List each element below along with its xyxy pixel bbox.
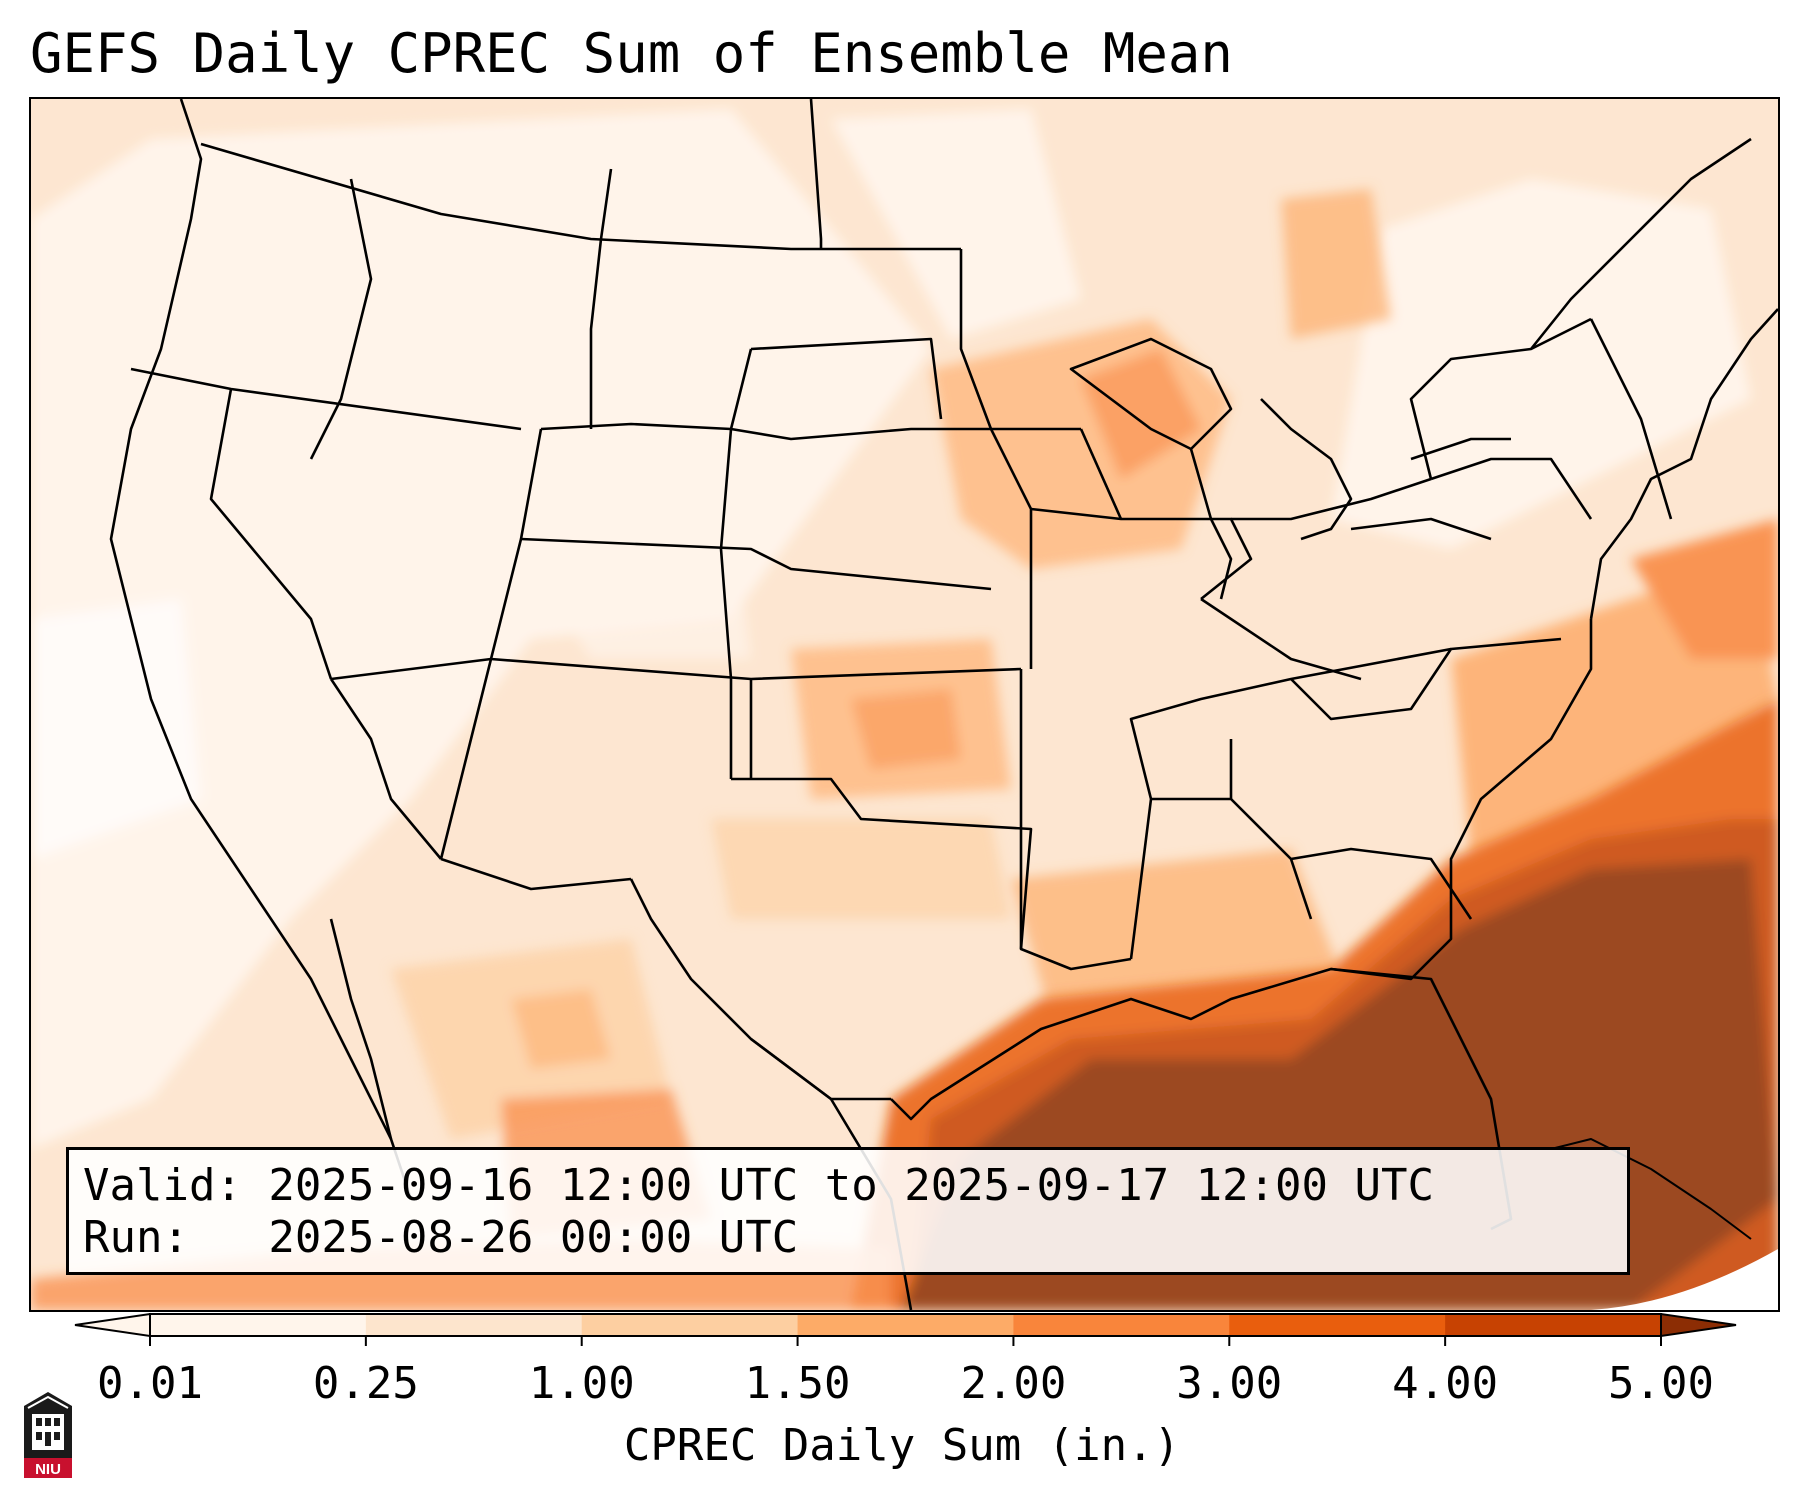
colorbar-segment	[1013, 1314, 1230, 1336]
colorbar-segment	[1229, 1314, 1446, 1336]
colorbar-tick-label: 0.25	[312, 1358, 419, 1409]
colorbar-segment	[1445, 1314, 1662, 1336]
state-borders	[109, 99, 1778, 1310]
colorbar-segment	[365, 1314, 583, 1336]
colorbar-tick-label: 0.01	[97, 1358, 203, 1409]
map-title: GEFS Daily CPREC Sum of Ensemble Mean	[30, 22, 1233, 85]
valid-time-line: Valid: 2025-09-16 12:00 UTC to 2025-09-1…	[83, 1160, 1435, 1211]
run-time-line: Run: 2025-08-26 00:00 UTC	[83, 1212, 799, 1263]
colorbar-tick-label: 5.00	[1608, 1358, 1714, 1409]
colorbar-extend-high	[1660, 1312, 1737, 1338]
colorbar-tick-label: 1.50	[744, 1358, 851, 1409]
colorbar-extend-low	[74, 1312, 151, 1338]
colorbar-tick-label: 4.00	[1392, 1358, 1499, 1409]
valid-run-info-box: Valid: 2025-09-16 12:00 UTC to 2025-09-1…	[66, 1147, 1630, 1275]
colorbar-segment	[150, 1314, 367, 1336]
niu-logo-icon: NIU	[24, 1392, 72, 1478]
colorbar-outline	[149, 1313, 1662, 1337]
colorbar-segment	[797, 1314, 1014, 1336]
colorbar-tick-label: 3.00	[1176, 1358, 1283, 1409]
svg-text:NIU: NIU	[35, 1461, 61, 1478]
colorbar-tick-label: 1.00	[528, 1358, 635, 1409]
colorbar-tick-label: 2.00	[960, 1358, 1067, 1409]
colorbar-segment	[581, 1314, 799, 1336]
colorbar-label: CPREC Daily Sum (in.)	[623, 1420, 1181, 1471]
